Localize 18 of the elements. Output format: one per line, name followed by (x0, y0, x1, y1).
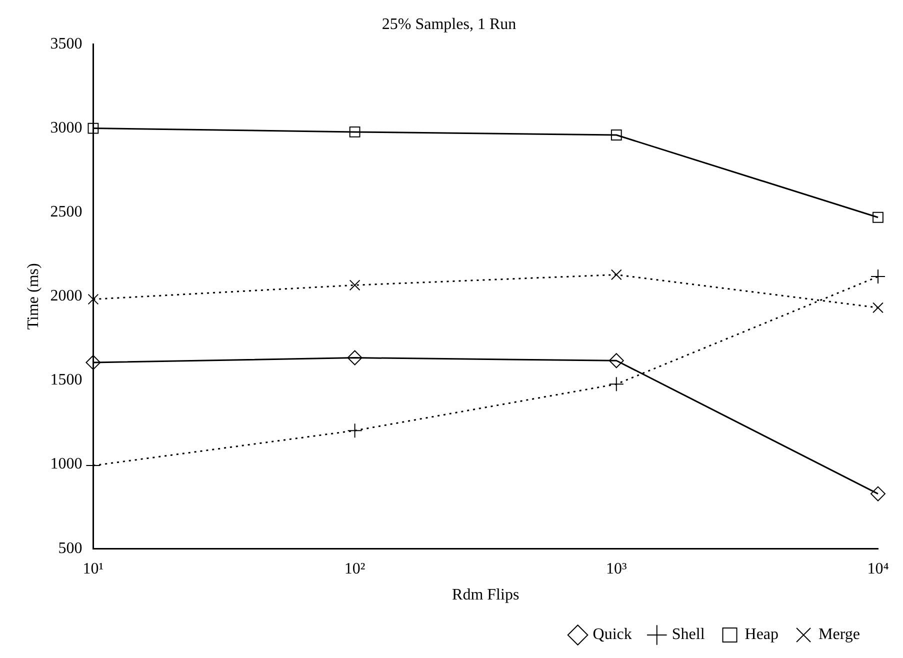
y-tick-label: 2000 (50, 288, 82, 305)
legend-label: Merge (818, 626, 860, 644)
y-tick-label: 3500 (50, 35, 82, 52)
y-axis-title: Time (ms) (24, 263, 42, 330)
y-tick-label: 3000 (50, 119, 82, 136)
x-tick-label: 10² (344, 560, 366, 578)
y-tick-label: 1000 (50, 456, 82, 473)
y-tick-label: 1500 (50, 372, 82, 389)
y-tick-label: 2500 (50, 204, 82, 221)
chart-title: 25% Samples, 1 Run (382, 16, 516, 33)
x-tick-label: 10¹ (82, 560, 104, 578)
y-tick-label: 500 (58, 540, 82, 557)
x-tick-label: 10⁴ (867, 560, 890, 578)
x-tick-label: 10³ (606, 560, 627, 578)
legend-label: Heap (744, 626, 779, 644)
legend-label: Shell (672, 626, 706, 644)
legend-label: Quick (592, 626, 632, 644)
x-axis-title: Rdm Flips (452, 586, 520, 604)
